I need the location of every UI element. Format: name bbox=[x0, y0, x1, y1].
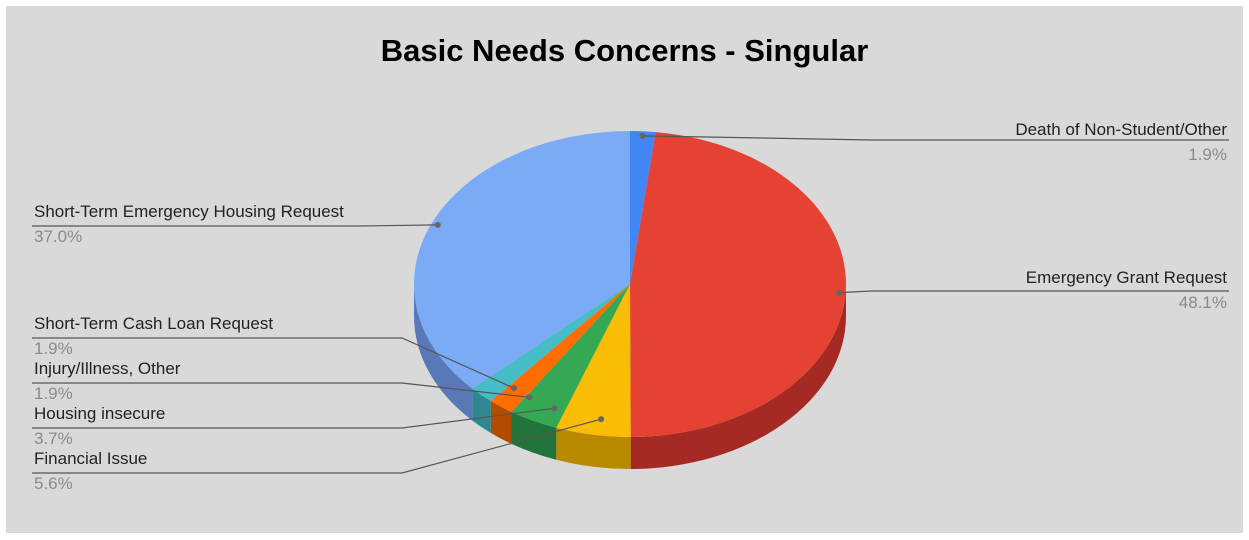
pie-slice[interactable] bbox=[511, 284, 630, 428]
leader-line bbox=[32, 382, 530, 398]
pie-slice[interactable] bbox=[630, 132, 846, 437]
leader-line bbox=[642, 135, 1229, 141]
leader-dot bbox=[598, 416, 605, 423]
pie-slice-side bbox=[556, 427, 631, 469]
slice-label: Financial Issue bbox=[34, 449, 147, 468]
leader-dot bbox=[639, 132, 646, 139]
slice-percent: 1.9% bbox=[34, 339, 73, 358]
slice-label: Injury/Illness, Other bbox=[34, 359, 181, 378]
leader-dot bbox=[526, 394, 533, 401]
slice-label: Housing insecure bbox=[34, 404, 165, 423]
pie-slice-side bbox=[472, 388, 491, 434]
pie-slice-side bbox=[630, 284, 846, 469]
slice-percent: 1.9% bbox=[34, 384, 73, 403]
pie-slice-side bbox=[511, 411, 557, 460]
slice-label: Emergency Grant Request bbox=[1026, 268, 1228, 287]
leader-dot bbox=[434, 221, 441, 228]
leader-dot bbox=[510, 385, 517, 392]
leader-line bbox=[32, 224, 438, 227]
pie-slice-side bbox=[414, 284, 473, 421]
slice-percent: 37.0% bbox=[34, 227, 82, 246]
pie-slice-side bbox=[490, 401, 512, 444]
chart-frame: Basic Needs Concerns - Singular Death of… bbox=[6, 6, 1243, 533]
slice-percent: 48.1% bbox=[1179, 293, 1227, 312]
slice-percent: 3.7% bbox=[34, 429, 73, 448]
pie-slice[interactable] bbox=[630, 131, 656, 284]
pie-slice[interactable] bbox=[556, 284, 631, 437]
leader-dot bbox=[836, 289, 843, 296]
slice-labels: Death of Non-Student/Other 1.9% Emergency … bbox=[32, 120, 1229, 493]
pie-chart: Death of Non-Student/Other 1.9% Emergency … bbox=[32, 120, 1229, 493]
slice-label: Short-Term Emergency Housing Request bbox=[34, 202, 344, 221]
pie-side-walls bbox=[414, 284, 846, 469]
chart-title: Basic Needs Concerns - Singular bbox=[380, 33, 869, 68]
leader-line bbox=[839, 290, 1229, 294]
leader-line bbox=[32, 337, 515, 389]
leader-line bbox=[32, 418, 602, 474]
pie-slices bbox=[413, 131, 846, 437]
pie-slice[interactable] bbox=[413, 131, 630, 389]
slice-label: Short-Term Cash Loan Request bbox=[34, 314, 273, 333]
pie-slice[interactable] bbox=[490, 284, 630, 412]
slice-percent: 1.9% bbox=[1188, 145, 1227, 164]
leader-dot bbox=[551, 405, 558, 412]
slice-percent: 5.6% bbox=[34, 474, 73, 493]
slice-label: Death of Non-Student/Other bbox=[1015, 120, 1227, 139]
leader-line bbox=[32, 407, 555, 429]
pie-slice[interactable] bbox=[472, 284, 630, 402]
